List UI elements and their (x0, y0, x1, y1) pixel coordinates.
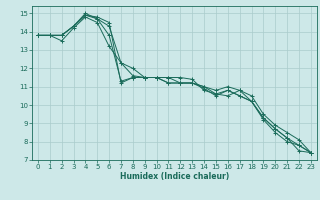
X-axis label: Humidex (Indice chaleur): Humidex (Indice chaleur) (120, 172, 229, 181)
